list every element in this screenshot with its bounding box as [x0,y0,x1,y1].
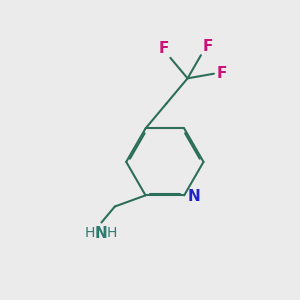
Text: F: F [158,41,169,56]
Text: H: H [107,226,117,240]
Text: F: F [202,39,213,54]
Text: F: F [216,66,227,81]
Text: H: H [85,226,95,240]
Text: N: N [187,189,200,204]
Text: N: N [95,226,108,241]
